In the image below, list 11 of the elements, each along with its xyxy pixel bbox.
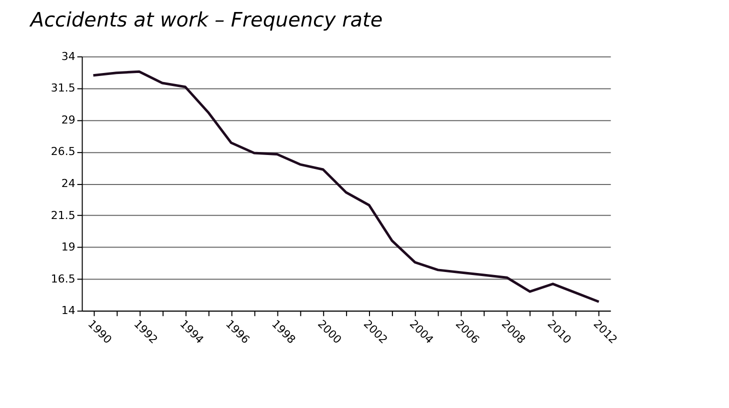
y-tick-label: 34	[61, 50, 76, 63]
y-tick-label: 29	[61, 113, 76, 126]
line-series	[92, 70, 600, 303]
y-tick-label: 26.5	[50, 145, 76, 158]
chart-title: Accidents at work – Frequency rate	[28, 7, 383, 32]
y-tick-label: 24	[61, 176, 76, 190]
y-tick-label: 14	[61, 304, 76, 318]
y-tick-label: 21.5	[50, 208, 76, 222]
y-tick-label: 19	[61, 240, 76, 254]
y-tick-label: 31.5	[50, 82, 76, 95]
y-tick-label: 16.5	[50, 272, 76, 286]
